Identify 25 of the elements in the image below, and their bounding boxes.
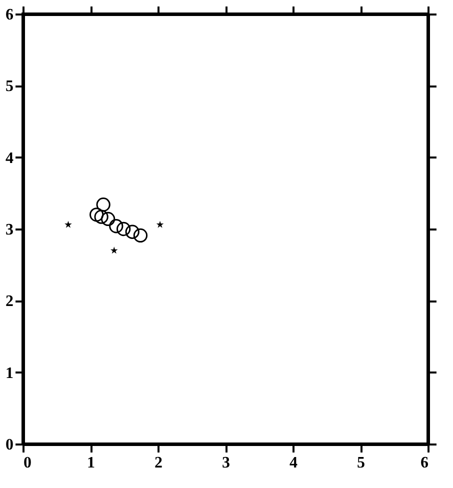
point bbox=[133, 228, 148, 243]
y-tick-label: 5 bbox=[6, 78, 14, 96]
y-tick-label: 0 bbox=[6, 436, 14, 454]
point bbox=[94, 210, 108, 224]
point bbox=[109, 219, 124, 234]
y-tick-label: 2 bbox=[6, 293, 14, 310]
x-tick-label: 3 bbox=[222, 454, 230, 472]
point bbox=[64, 220, 72, 228]
point bbox=[116, 222, 131, 236]
y-tick-label: 3 bbox=[6, 222, 14, 238]
point bbox=[100, 212, 116, 226]
x-tick-label: 0 bbox=[24, 454, 32, 472]
y-tick-label: 4 bbox=[6, 150, 14, 167]
y-tick-label: 1 bbox=[6, 364, 14, 382]
x-tick-label: 5 bbox=[357, 454, 365, 472]
x-tick-label: 6 bbox=[420, 454, 428, 472]
point bbox=[90, 208, 104, 222]
y-tick-label: 6 bbox=[6, 6, 14, 24]
point bbox=[125, 224, 140, 239]
point bbox=[96, 198, 110, 212]
point bbox=[110, 246, 118, 254]
point bbox=[156, 220, 164, 228]
x-tick-label: 2 bbox=[154, 454, 162, 472]
x-tick-label: 1 bbox=[87, 454, 95, 472]
x-tick-label: 4 bbox=[290, 454, 298, 472]
